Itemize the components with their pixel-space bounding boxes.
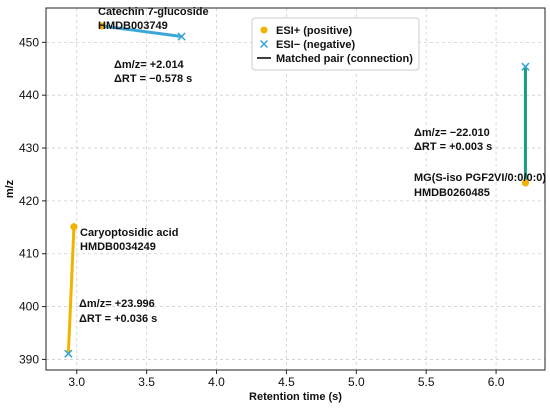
x-tick-label: 3.5 bbox=[138, 375, 155, 389]
pair-1-negative-point bbox=[64, 349, 73, 358]
y-tick-label: 430 bbox=[19, 141, 39, 155]
x-axis-label: Retention time (s) bbox=[249, 391, 342, 403]
pair-2-delta-mz: Δm/z= −22.010 bbox=[414, 127, 490, 139]
pair-0-negative-point bbox=[177, 32, 186, 41]
data-markers bbox=[64, 22, 530, 358]
pair-0-positive-point bbox=[98, 22, 106, 30]
pair-2-delta-rt: ΔRT = +0.003 s bbox=[414, 141, 492, 153]
x-tick-label: 5.0 bbox=[348, 375, 365, 389]
legend-negative-marker bbox=[259, 39, 269, 49]
y-tick-label: 410 bbox=[19, 247, 39, 261]
pair-1-connection-line bbox=[66, 226, 76, 354]
x-tick-label: 3.0 bbox=[68, 375, 85, 389]
legend-positive-marker bbox=[260, 26, 268, 34]
x-tick-label: 5.5 bbox=[418, 375, 435, 389]
pair-2-negative-point bbox=[521, 62, 530, 71]
grid bbox=[46, 8, 545, 370]
y-tick-label: 420 bbox=[19, 194, 39, 208]
pair-2-positive-point bbox=[521, 179, 530, 187]
pair-connection-lines bbox=[66, 24, 527, 354]
pair-2-name: MG(S-iso PGF2VI/0:0/0:0) bbox=[414, 172, 546, 184]
y-tick-label: 390 bbox=[19, 352, 39, 366]
pair-0-delta-mz: Δm/z= +2.014 bbox=[114, 59, 185, 71]
y-axis-ticks: 390 400 410 420 430 440 450 bbox=[19, 35, 46, 366]
y-tick-label: 400 bbox=[19, 300, 39, 314]
pair-0-name: Catechin 7-glucoside bbox=[98, 6, 209, 18]
plot-frame bbox=[45, 7, 546, 371]
legend-positive-label: ESI+ (positive) bbox=[276, 25, 352, 37]
pair-0-delta-rt: ΔRT = −0.578 s bbox=[114, 73, 192, 85]
pair-1-delta-mz: Δm/z= +23.996 bbox=[79, 298, 155, 310]
legend-box bbox=[251, 17, 420, 71]
x-tick-label: 6.0 bbox=[488, 375, 505, 389]
pair-1-delta-rt: ΔRT = +0.036 s bbox=[79, 313, 157, 325]
y-tick-label: 440 bbox=[19, 88, 39, 102]
pair-0-connection-line bbox=[101, 24, 182, 39]
x-axis-ticks: 3.0 3.5 4.0 4.5 5.0 5.5 6.0 bbox=[68, 370, 505, 389]
pair-2-id: HMDB0260485 bbox=[414, 187, 490, 199]
legend: ESI+ (positive) ESI− (negative) Matched … bbox=[251, 17, 420, 71]
x-tick-label: 4.0 bbox=[208, 375, 225, 389]
pair-1-name: Caryoptosidic acid bbox=[80, 227, 178, 239]
pair-1-positive-point bbox=[70, 223, 78, 231]
pair-0-id: HMDB003749 bbox=[98, 20, 168, 32]
x-tick-label: 4.5 bbox=[278, 375, 295, 389]
legend-connection-label: Matched pair (connection) bbox=[276, 53, 413, 65]
pair-1-id: HMDB0034249 bbox=[80, 241, 156, 253]
y-axis-label: m/z bbox=[4, 179, 16, 198]
legend-negative-label: ESI− (negative) bbox=[276, 39, 356, 51]
y-tick-label: 450 bbox=[19, 35, 39, 49]
